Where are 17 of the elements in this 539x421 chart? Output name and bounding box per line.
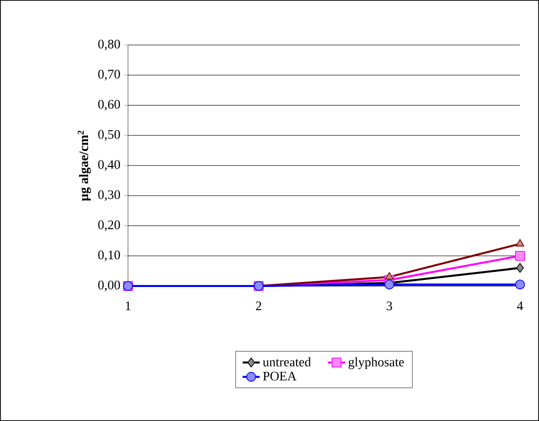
legend-label: untreated — [262, 357, 311, 366]
y-tick-label: 0,20 — [98, 220, 120, 232]
y-tick-label: 0,00 — [98, 280, 120, 292]
y-tick-label: 0,10 — [98, 250, 120, 262]
legend-label: POEA — [263, 372, 297, 380]
y-tick-label: 0,40 — [98, 160, 120, 171]
x-tick-label: 4 — [517, 302, 524, 310]
y-tick-label: 0,80 — [98, 40, 120, 50]
x-tick-label: 1 — [126, 302, 130, 310]
y-tick-label: 0,30 — [98, 190, 120, 201]
y-tick-label: 0,60 — [98, 100, 120, 111]
y-tick-label: 0,50 — [98, 130, 120, 141]
y-axis-title: µg algae/cm$^{2}$ — [78, 130, 91, 201]
x-tick-label: 2 — [256, 302, 262, 310]
legend-label: glyphosate — [348, 357, 404, 370]
x-tick-label: 3 — [386, 302, 392, 310]
y-tick-label: 0,70 — [98, 70, 120, 80]
